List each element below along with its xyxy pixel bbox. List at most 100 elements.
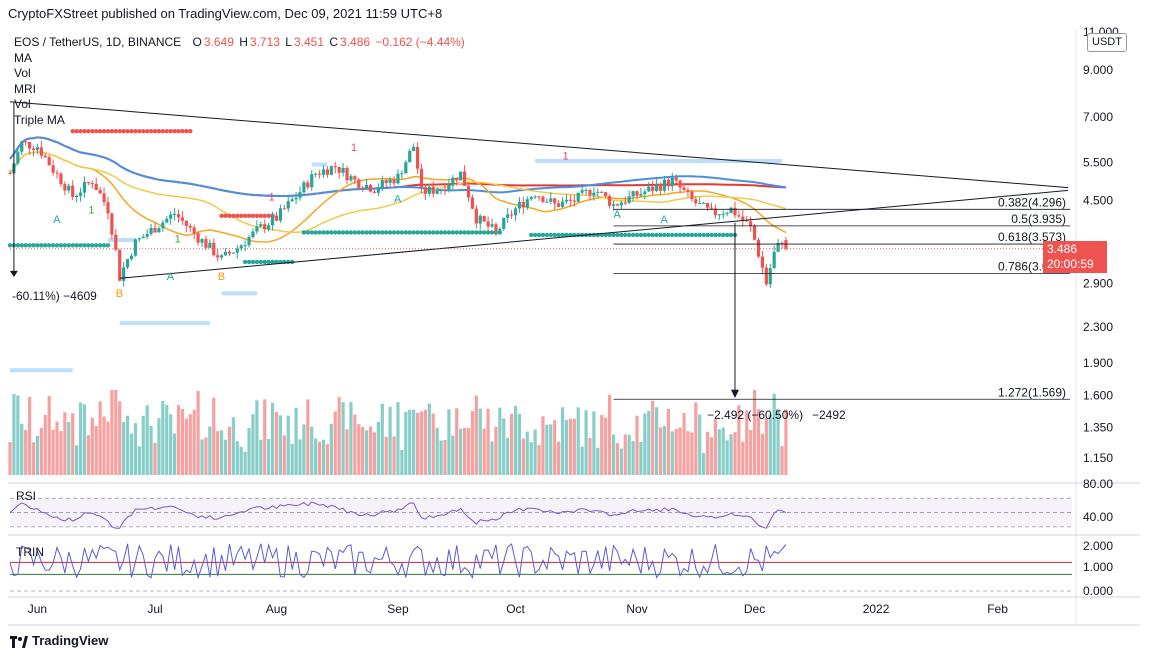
support-dots: [387, 230, 393, 235]
candle-body: [392, 179, 396, 184]
indicator-vol[interactable]: Vol: [14, 66, 31, 80]
candle-body: [666, 179, 670, 187]
high-label: H: [239, 35, 248, 49]
volume-bar: [470, 411, 475, 475]
support-dots: [478, 230, 483, 235]
fib-label: 0.618(3.573): [998, 230, 1066, 244]
candle-body: [768, 268, 772, 285]
volume-bar: [737, 405, 741, 475]
symbol-title[interactable]: EOS / TetherUS, 1D, BINANCE: [14, 35, 182, 49]
volume-bar: [314, 438, 318, 475]
candle-body: [55, 172, 59, 174]
support-dots: [105, 243, 111, 248]
volume-bar: [584, 410, 588, 475]
support-dots: [626, 232, 632, 238]
volume-bar: [764, 417, 768, 475]
support-dots: [399, 230, 405, 235]
candle-body: [780, 242, 784, 245]
candle-body: [39, 147, 43, 156]
candle-body: [192, 227, 196, 234]
candle-body: [255, 226, 259, 232]
resistance-dots: [164, 129, 169, 134]
volume-bar: [243, 451, 247, 475]
support-dots: [86, 243, 91, 248]
volume-bar: [157, 418, 161, 475]
volume-bar: [647, 410, 651, 475]
volume-bar: [86, 435, 90, 475]
support-dots: [372, 230, 377, 235]
candle-body: [615, 204, 620, 206]
resistance-dots: [152, 129, 158, 134]
support-dots: [630, 232, 636, 238]
volume-bar: [298, 439, 302, 475]
rsi-band: [10, 498, 1072, 527]
indicator-triple-ma[interactable]: Triple MA: [14, 112, 65, 127]
indicator-mri[interactable]: MRI: [14, 81, 36, 96]
candle-body: [545, 201, 549, 203]
volume-bar: [392, 436, 396, 475]
currency-button[interactable]: USDT: [1087, 33, 1127, 52]
resistance-dots: [133, 129, 138, 134]
support-dots: [446, 230, 452, 235]
price-tick-label: 1.900: [1083, 356, 1113, 370]
volume-bar: [270, 402, 275, 475]
volume-bar: [145, 405, 149, 475]
candle-body: [600, 191, 604, 193]
support-dots: [705, 232, 710, 238]
volume-bar: [114, 390, 118, 475]
footer-brand[interactable]: TradingView: [10, 633, 108, 648]
signal-label: 1: [269, 192, 275, 204]
volume-bar: [172, 433, 177, 475]
candle-body: [521, 201, 525, 208]
volume-bar: [474, 395, 478, 475]
volume-bar: [760, 433, 765, 475]
support-dots: [321, 230, 326, 235]
support-dots: [658, 232, 663, 238]
candle-body: [310, 174, 314, 188]
volume-bar: [502, 418, 506, 475]
support-dots: [301, 230, 307, 235]
volume-bar: [655, 407, 659, 475]
signal-label: 1: [351, 142, 357, 154]
trin-panel: TRIN 2.000 1.000 0.000: [9, 539, 1113, 598]
indicator-ma[interactable]: MA: [14, 50, 32, 65]
candle-body: [184, 220, 188, 226]
support-dots: [474, 230, 479, 235]
candle-body: [325, 169, 330, 175]
support-dots: [242, 259, 248, 265]
volume-bar: [184, 418, 188, 475]
volume-bar: [290, 443, 294, 475]
candle-body: [282, 208, 286, 210]
volume-bar: [255, 400, 259, 475]
candle-body: [227, 251, 232, 254]
support-dots: [274, 259, 279, 265]
candle-body: [263, 224, 267, 230]
resistance-dots: [188, 129, 193, 134]
volume-bar: [267, 438, 271, 475]
candle-body: [647, 186, 651, 192]
volume-bar: [741, 441, 745, 475]
volume-bar: [607, 394, 612, 475]
resistance-dots: [125, 129, 130, 134]
resistance-dots: [101, 129, 107, 134]
volume-bar: [666, 408, 670, 475]
volume-bar: [223, 439, 228, 475]
indicator-vol-2[interactable]: Vol: [14, 97, 31, 111]
volume-bar: [729, 434, 733, 475]
volume-bar: [133, 423, 138, 475]
volume-bar: [306, 399, 310, 475]
volume-bar: [549, 424, 553, 475]
volume-bar: [725, 440, 729, 475]
axes: 1 1.000 9.000 7.000 5.500 4.500 2.900 2.300 1.90…: [28, 25, 1119, 616]
candle-body: [365, 184, 369, 189]
candle-body: [294, 197, 298, 200]
time-tick-label: Nov: [626, 602, 647, 616]
volume-bar: [231, 417, 235, 475]
support-dots: [717, 232, 722, 238]
volume-bar: [376, 421, 380, 475]
candle-body: [353, 176, 357, 180]
volume-bar: [415, 412, 420, 475]
candle-body: [165, 218, 169, 223]
candle-body: [133, 239, 138, 256]
